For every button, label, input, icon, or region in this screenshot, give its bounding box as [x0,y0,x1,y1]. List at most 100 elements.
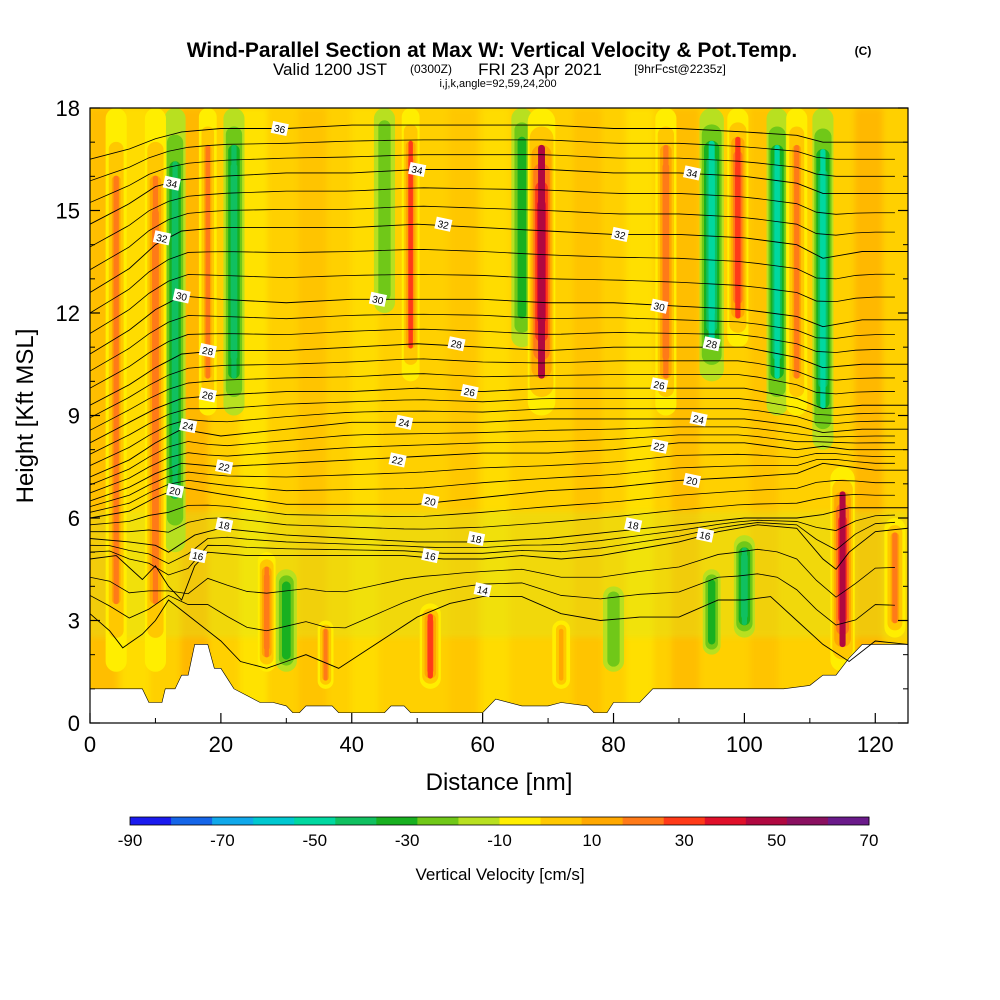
colorbar-swatch [540,817,583,825]
isentrope-line [90,458,895,513]
y-tick-label: 15 [56,199,80,224]
downdraft-core [820,149,826,409]
contour-label-text: 34 [410,164,424,177]
isentrope-line [90,373,895,431]
plot-area: 36 34 34 34 32 32 32 30 30 30 28 28 28 26 26 26 24 24 24 22… [90,108,908,723]
colorbar-swatch [294,817,336,825]
isentrope-line [90,426,895,486]
updraft-column [257,552,276,672]
contour-label-bg [650,377,669,393]
contour-label-bg [682,472,702,488]
colorbar-swatch [335,817,377,825]
isentrope-line [90,343,908,406]
downdraft-core [172,161,178,499]
updraft-core [427,613,433,679]
isentrope-line [90,273,895,334]
colorbar: -90 -70 -50 -30 -10 10 30 50 70 [118,816,878,850]
chart-title: Wind-Parallel Section at Max W: Vertical… [187,39,798,62]
x-tick-label: 60 [470,732,494,757]
y-tick-label: 9 [68,404,80,429]
contour-label-text: 28 [201,346,215,359]
contour-label: 18 [624,517,643,533]
contour-label-bg [421,493,440,509]
downdraft-column [602,586,625,672]
y-axis-label: Height [Kft MSL] [12,329,39,504]
isentrope-line [90,139,895,182]
colorbar-tick-label: -70 [210,831,235,850]
isentrope-line [90,154,895,203]
isentrope-line [90,328,895,389]
x-axis: 0 20 40 60 80 100 120 [84,713,894,757]
contour-label: 24 [689,411,708,427]
isentropes [90,124,908,669]
colorbar-swatch [253,817,295,825]
colorbar-swatch [786,817,829,825]
updraft-column [830,466,855,672]
downdraft-core [774,144,780,379]
contour-label-text: 20 [168,486,182,499]
y-tick-label: 12 [56,301,80,326]
y-tick-label: 0 [68,711,80,736]
updraft-column [655,108,677,416]
contour-label: 28 [447,336,466,352]
downdraft-core [709,579,714,645]
contour-label: 28 [198,343,217,359]
contour-label-bg [447,336,466,352]
updraft-core [323,628,328,681]
y-tick-label: 18 [56,96,80,121]
y-tick-label: 6 [68,506,80,531]
contour-label: 36 [270,120,289,137]
contour-label: 20 [165,483,185,499]
contour-label-text: 22 [652,441,666,454]
contour-label-text: 32 [436,219,450,232]
updraft-core [408,140,413,349]
colorbar-tick-label: -30 [395,831,420,850]
colorbar-tick-label: -90 [118,831,143,850]
valid-zulu: (0300Z) [410,62,452,76]
contour-label: 34 [408,161,427,178]
contour-label-text: 24 [692,414,706,427]
colorbar-swatch [745,817,788,825]
contour-label: 18 [467,530,486,547]
x-tick-label: 100 [726,732,763,757]
contour-label-text: 18 [217,520,231,533]
colorbar-swatch [417,817,459,825]
velocity-columns [105,108,906,689]
contour-label: 32 [152,230,172,246]
lowlevel-band [90,511,908,638]
isentrope-line [90,452,895,507]
updraft-core [735,136,741,319]
contour-label-bg [152,230,172,246]
isentrope-line [90,249,895,314]
isentrope-line [90,434,895,494]
updraft-column [552,620,571,689]
terrain [90,644,908,723]
updraft-core [538,144,545,379]
colorbar-tick-label: 10 [582,831,601,850]
downdraft-core [283,581,289,660]
colorbar-swatch [171,817,213,825]
isentrope-line [90,548,895,598]
contour-label-bg [368,291,388,307]
colorbar-swatch [458,817,500,825]
contour-label-bg [408,161,427,178]
isentrope-line [90,358,895,419]
x-tick-label: 80 [601,732,625,757]
contour-label-text: 32 [155,233,169,246]
isentrope-line [90,573,895,632]
downdraft-core [519,136,525,319]
contour-label: 30 [172,288,191,304]
downdraft-core [231,144,237,379]
updraft-column [105,108,127,672]
contour-label-text: 34 [165,178,179,191]
contour-label-bg [188,548,208,564]
downdraft-column [733,535,755,638]
contour-label-text: 22 [217,462,231,475]
contour-label-bg [434,216,453,232]
isentrope-line [90,313,895,372]
isentrope-line [90,524,908,601]
x-tick-label: 40 [340,732,364,757]
contour-label: 16 [696,527,715,543]
contour-label: 34 [162,175,181,191]
